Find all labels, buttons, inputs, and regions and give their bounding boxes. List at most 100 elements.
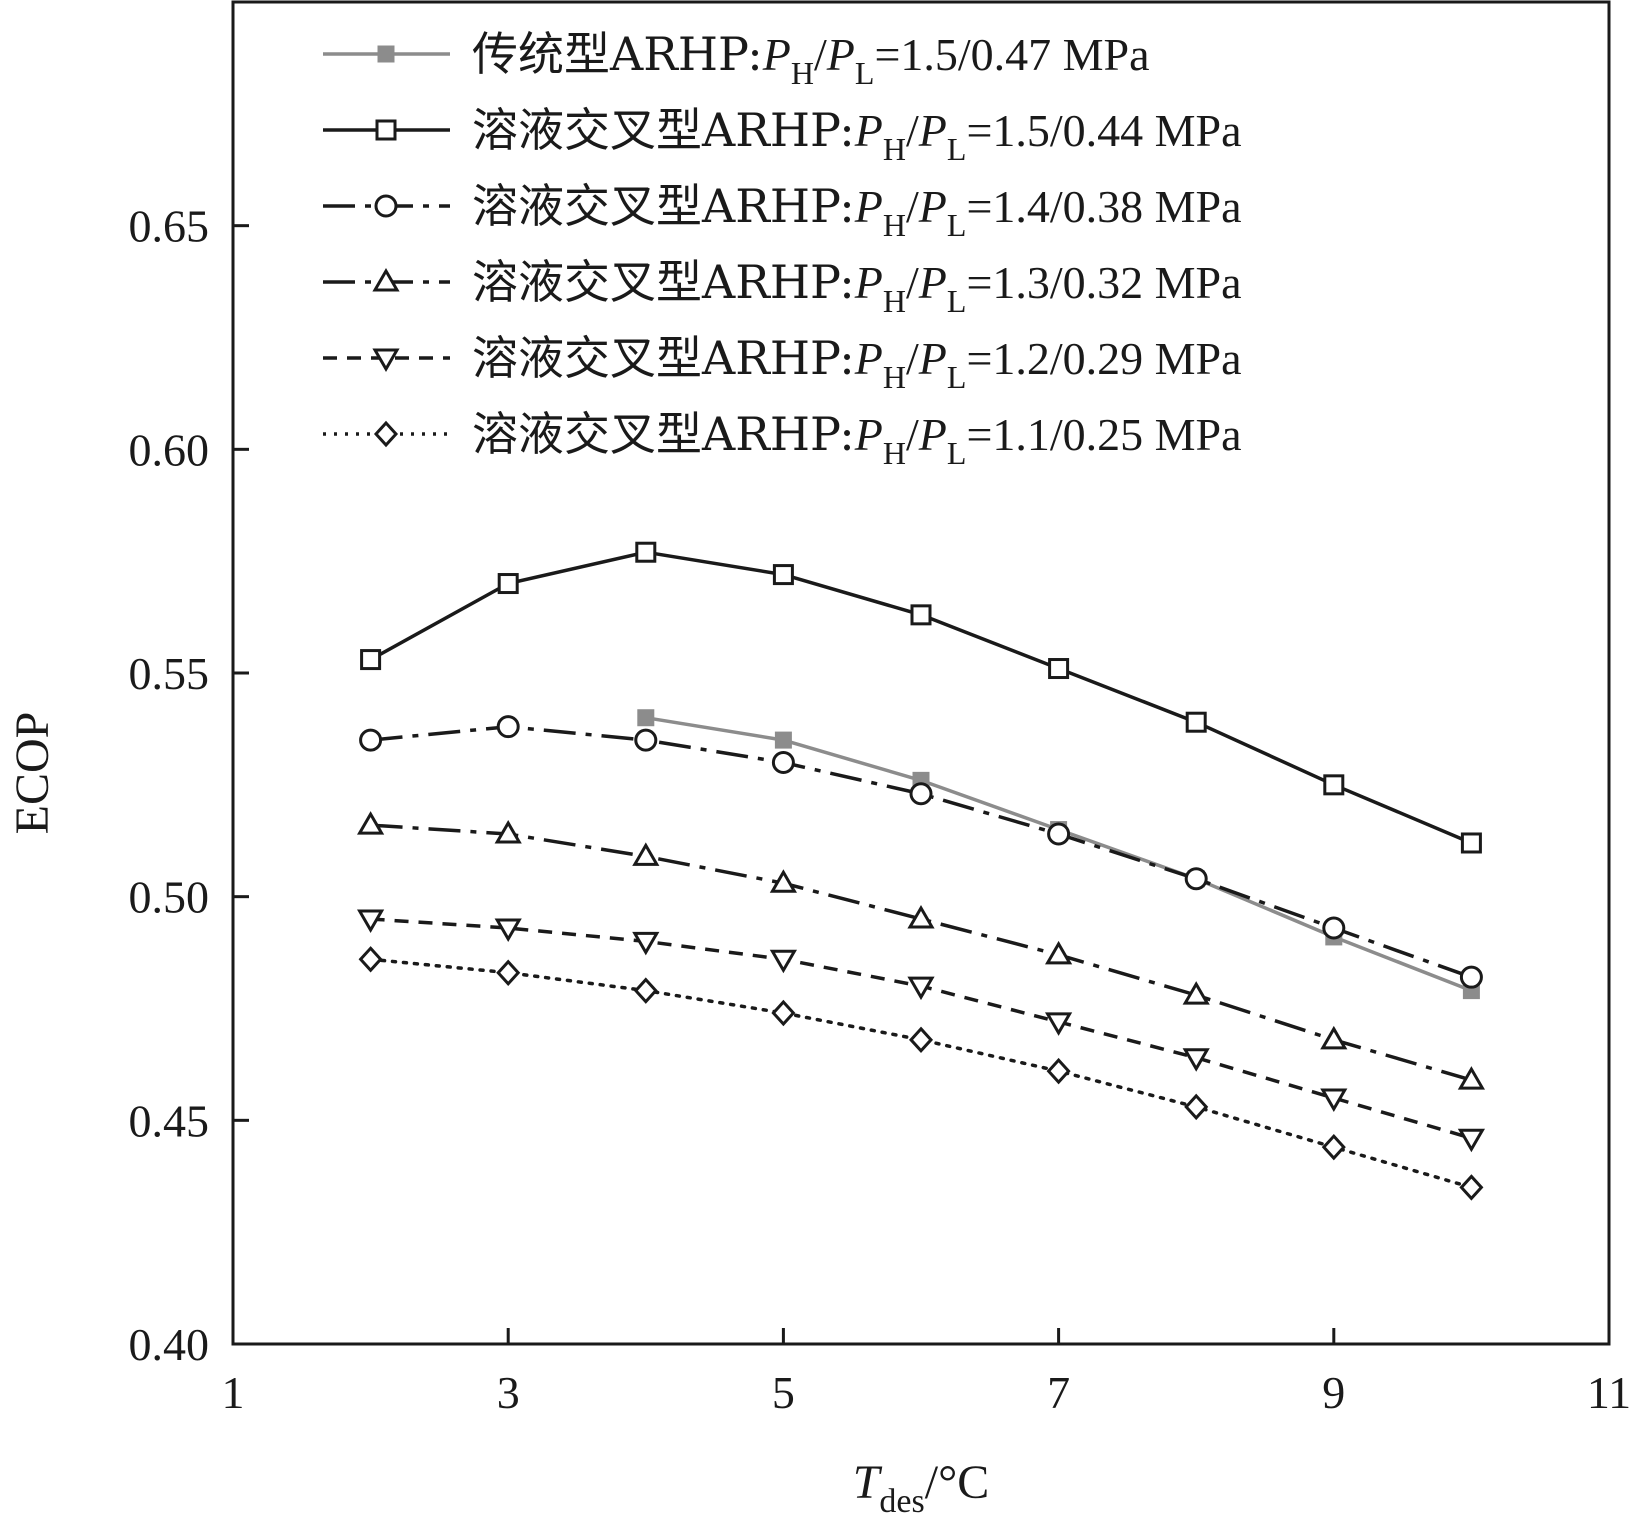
legend-prefix-5: 溶液交叉型ARHP: xyxy=(472,407,855,461)
series-2-point-4 xyxy=(909,782,933,806)
legend-ph-sub-4: H xyxy=(883,359,906,395)
legend-label-2: 溶液交叉型ARHP:PH/PL=1.4/0.38 MPa xyxy=(472,179,1242,243)
legend-pressure-3: =1.3/0.32 MPa xyxy=(966,257,1241,308)
legend-swatch-marker-2 xyxy=(374,194,398,218)
series-1-point-1 xyxy=(497,573,519,595)
y-tick-label-2: 0.50 xyxy=(129,872,210,923)
legend-label-3: 溶液交叉型ARHP:PH/PL=1.3/0.32 MPa xyxy=(472,255,1242,319)
y-tick-label-3: 0.55 xyxy=(129,648,210,699)
legend-entry-1: 溶液交叉型ARHP:PH/PL=1.5/0.44 MPa xyxy=(323,103,1242,167)
series-0-point-1 xyxy=(774,731,792,749)
series-1-point-0 xyxy=(360,649,382,671)
series-2-point-8 xyxy=(1459,965,1483,989)
legend-pressure-1: =1.5/0.44 MPa xyxy=(966,105,1241,156)
series-5-point-4 xyxy=(908,1026,934,1054)
legend-prefix-3: 溶液交叉型ARHP: xyxy=(472,255,855,309)
x-axis-label-subscript: des xyxy=(879,1483,924,1520)
series-1-point-7 xyxy=(1323,774,1345,796)
legend-slash-5: / xyxy=(906,409,919,460)
series-5-point-8 xyxy=(1459,1174,1484,1201)
legend-ph-0: P xyxy=(762,29,791,80)
x-tick-label-11: 11 xyxy=(1587,1367,1631,1418)
series-2 xyxy=(359,715,1483,989)
legend-label-0: 传统型ARHP:PH/PL=1.5/0.47 MPa xyxy=(472,27,1150,91)
legend-swatch-marker-5 xyxy=(373,420,399,448)
legend-swatch-marker-3 xyxy=(372,268,400,292)
series-2-point-0 xyxy=(359,728,383,752)
legend-entry-4: 溶液交叉型ARHP:PH/PL=1.2/0.29 MPa xyxy=(323,331,1242,395)
series-5-point-0 xyxy=(358,946,383,973)
legend-pl-4: P xyxy=(918,333,947,384)
series-4-point-4 xyxy=(907,976,935,1001)
series-3-point-4 xyxy=(907,905,935,929)
legend-swatch-marker-0 xyxy=(377,45,395,63)
series-4-point-2 xyxy=(632,931,660,956)
series-3-point-2 xyxy=(632,842,660,866)
legend-pl-3: P xyxy=(918,257,947,308)
legend-slash-1: / xyxy=(906,105,919,156)
series-5-point-6 xyxy=(1184,1093,1209,1121)
legend-entry-3: 溶液交叉型ARHP:PH/PL=1.3/0.32 MPa xyxy=(323,255,1242,319)
legend-ph-sub-0: H xyxy=(791,55,814,91)
series-3-point-3 xyxy=(769,869,798,893)
series-3-line xyxy=(370,823,1472,1082)
series-1-point-5 xyxy=(1048,658,1070,680)
series-0-point-0 xyxy=(637,709,655,727)
x-tick-label-3: 3 xyxy=(497,1367,520,1418)
legend-entry-2: 溶液交叉型ARHP:PH/PL=1.4/0.38 MPa xyxy=(323,179,1242,243)
legend: 传统型ARHP:PH/PL=1.5/0.47 MPa溶液交叉型ARHP:PH/P… xyxy=(323,27,1242,471)
legend-pl-sub-4: L xyxy=(947,359,967,395)
series-1-point-6 xyxy=(1185,711,1207,733)
x-tick-label-5: 5 xyxy=(772,1367,795,1418)
series-1-point-4 xyxy=(910,604,932,626)
legend-entry-5: 溶液交叉型ARHP:PH/PL=1.1/0.25 MPa xyxy=(323,407,1242,471)
series-3-point-0 xyxy=(356,811,385,835)
legend-swatch-marker-4 xyxy=(372,348,400,372)
x-axis-label: Tdes/°C xyxy=(853,1456,990,1520)
series-2-point-7 xyxy=(1322,916,1346,940)
legend-swatch-marker-1 xyxy=(375,119,397,141)
series-4 xyxy=(356,909,1486,1153)
series-5-point-2 xyxy=(633,977,658,1004)
series-2-point-6 xyxy=(1184,867,1208,891)
legend-pl-0: P xyxy=(826,29,855,80)
series-1-point-3 xyxy=(772,564,794,586)
legend-pl-sub-2: L xyxy=(947,207,967,243)
legend-label-1: 溶液交叉型ARHP:PH/PL=1.5/0.44 MPa xyxy=(472,103,1242,167)
legend-ph-1: P xyxy=(854,105,883,156)
legend-pl-sub-1: L xyxy=(947,131,967,167)
series-4-point-3 xyxy=(769,949,798,974)
series-4-point-8 xyxy=(1457,1128,1486,1153)
legend-pl-2: P xyxy=(918,181,947,232)
series-5 xyxy=(358,946,1484,1201)
legend-prefix-0: 传统型ARHP: xyxy=(472,27,763,81)
legend-pressure-4: =1.2/0.29 MPa xyxy=(966,333,1241,384)
series-4-point-6 xyxy=(1182,1048,1210,1072)
series-3 xyxy=(356,811,1486,1090)
series-2-line xyxy=(370,724,1472,979)
legend-ph-sub-2: H xyxy=(883,207,906,243)
legend-slash-3: / xyxy=(906,257,919,308)
series-4-point-5 xyxy=(1044,1012,1073,1036)
legend-pressure-5: =1.1/0.25 MPa xyxy=(966,409,1241,460)
series-3-point-1 xyxy=(494,820,522,844)
legend-pl-sub-0: L xyxy=(855,55,875,91)
legend-ph-5: P xyxy=(854,409,883,460)
series-2-point-2 xyxy=(634,728,658,752)
series-1-point-8 xyxy=(1460,832,1482,854)
series-4-point-7 xyxy=(1320,1088,1348,1112)
legend-prefix-1: 溶液交叉型ARHP: xyxy=(472,103,855,157)
legend-ph-4: P xyxy=(854,333,883,384)
series-2-point-5 xyxy=(1047,822,1071,846)
x-axis-label-unit: /°C xyxy=(925,1456,990,1509)
series-3-point-8 xyxy=(1457,1066,1486,1090)
legend-prefix-2: 溶液交叉型ARHP: xyxy=(472,179,855,233)
series-5-point-1 xyxy=(496,959,521,986)
y-tick-label-5: 0.65 xyxy=(129,201,210,252)
legend-ph-2: P xyxy=(854,181,883,232)
x-axis-label-symbol: T xyxy=(853,1456,883,1509)
series-4-point-0 xyxy=(356,909,385,934)
series-3-point-5 xyxy=(1044,940,1073,965)
legend-label-5: 溶液交叉型ARHP:PH/PL=1.1/0.25 MPa xyxy=(472,407,1242,471)
